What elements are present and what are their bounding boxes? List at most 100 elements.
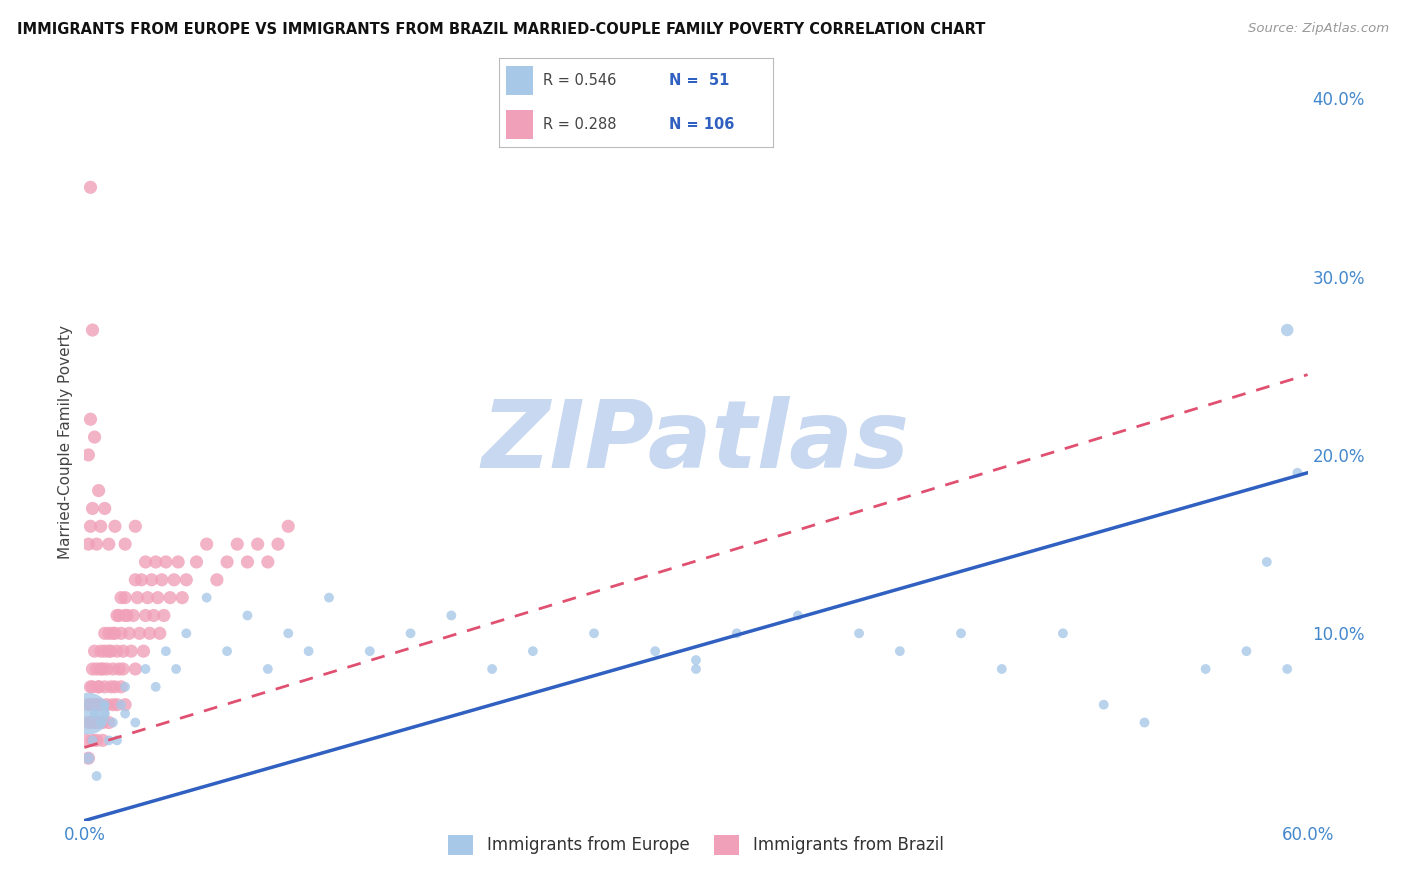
Point: [90, 698, 112, 712]
Point: [97, 715, 120, 730]
Point: [77, 448, 100, 462]
Point: [1092, 698, 1115, 712]
Point: [101, 626, 124, 640]
Point: [83, 430, 105, 444]
Point: [644, 644, 666, 658]
Point: [90, 519, 112, 533]
Point: [110, 698, 132, 712]
Point: [127, 591, 149, 605]
Point: [97, 733, 120, 747]
Point: [128, 626, 150, 640]
Point: [122, 608, 145, 623]
Point: [440, 608, 463, 623]
Point: [101, 698, 124, 712]
Point: [93, 706, 115, 721]
Point: [522, 644, 544, 658]
Point: [93, 680, 115, 694]
Point: [1195, 662, 1218, 676]
Point: [205, 573, 228, 587]
Point: [82, 323, 104, 337]
Point: [77, 706, 100, 721]
Point: [110, 591, 132, 605]
Point: [172, 591, 194, 605]
Point: [174, 626, 197, 640]
Legend: Immigrants from Europe, Immigrants from Brazil: Immigrants from Europe, Immigrants from …: [441, 828, 950, 862]
Point: [112, 644, 135, 658]
Point: [131, 573, 153, 587]
Point: [101, 662, 124, 676]
Point: [79, 715, 101, 730]
Point: [97, 644, 120, 658]
Point: [79, 698, 101, 712]
Text: ZIPatlas: ZIPatlas: [482, 395, 910, 488]
Point: [277, 519, 299, 533]
Point: [153, 608, 176, 623]
Point: [226, 537, 249, 551]
Point: [991, 662, 1014, 676]
Text: R = 0.546: R = 0.546: [543, 73, 616, 88]
Point: [889, 644, 911, 658]
Point: [118, 626, 141, 640]
Point: [685, 662, 707, 676]
Point: [90, 715, 112, 730]
Point: [217, 644, 239, 658]
Point: [108, 608, 131, 623]
Point: [82, 662, 104, 676]
Point: [132, 644, 155, 658]
Point: [149, 626, 172, 640]
Point: [236, 555, 259, 569]
Point: [155, 555, 177, 569]
Point: [114, 698, 136, 712]
Point: [114, 680, 136, 694]
Point: [1052, 626, 1074, 640]
Point: [91, 662, 114, 676]
Point: [96, 698, 118, 712]
Point: [167, 555, 190, 569]
Point: [110, 680, 132, 694]
Point: [97, 537, 120, 551]
Text: R = 0.288: R = 0.288: [543, 117, 616, 132]
Point: [1133, 715, 1156, 730]
Point: [79, 680, 101, 694]
Point: [257, 555, 280, 569]
Point: [685, 653, 707, 667]
Point: [93, 644, 115, 658]
Point: [120, 644, 142, 658]
Point: [90, 662, 112, 676]
Point: [82, 733, 104, 747]
Point: [87, 715, 110, 730]
Point: [1277, 662, 1299, 676]
Point: [725, 626, 748, 640]
Point: [82, 733, 104, 747]
Point: [174, 573, 197, 587]
Point: [141, 573, 163, 587]
Text: N = 106: N = 106: [669, 117, 734, 132]
Point: [86, 769, 108, 783]
Point: [82, 680, 104, 694]
Point: [583, 626, 606, 640]
Point: [1236, 644, 1258, 658]
FancyBboxPatch shape: [506, 110, 533, 139]
Point: [114, 608, 136, 623]
Point: [124, 715, 146, 730]
Point: [115, 608, 138, 623]
Y-axis label: Married-Couple Family Poverty: Married-Couple Family Poverty: [58, 325, 73, 558]
Point: [318, 591, 340, 605]
Point: [91, 733, 114, 747]
Point: [114, 706, 136, 721]
Point: [105, 733, 128, 747]
Point: [165, 662, 187, 676]
Point: [298, 644, 321, 658]
Point: [79, 180, 101, 194]
Point: [267, 537, 290, 551]
Text: Source: ZipAtlas.com: Source: ZipAtlas.com: [1249, 22, 1389, 36]
Point: [97, 626, 120, 640]
Point: [848, 626, 870, 640]
Point: [87, 483, 110, 498]
Point: [93, 501, 115, 516]
Point: [83, 644, 105, 658]
Point: [186, 555, 208, 569]
Point: [75, 733, 97, 747]
Point: [79, 412, 101, 426]
Point: [277, 626, 299, 640]
